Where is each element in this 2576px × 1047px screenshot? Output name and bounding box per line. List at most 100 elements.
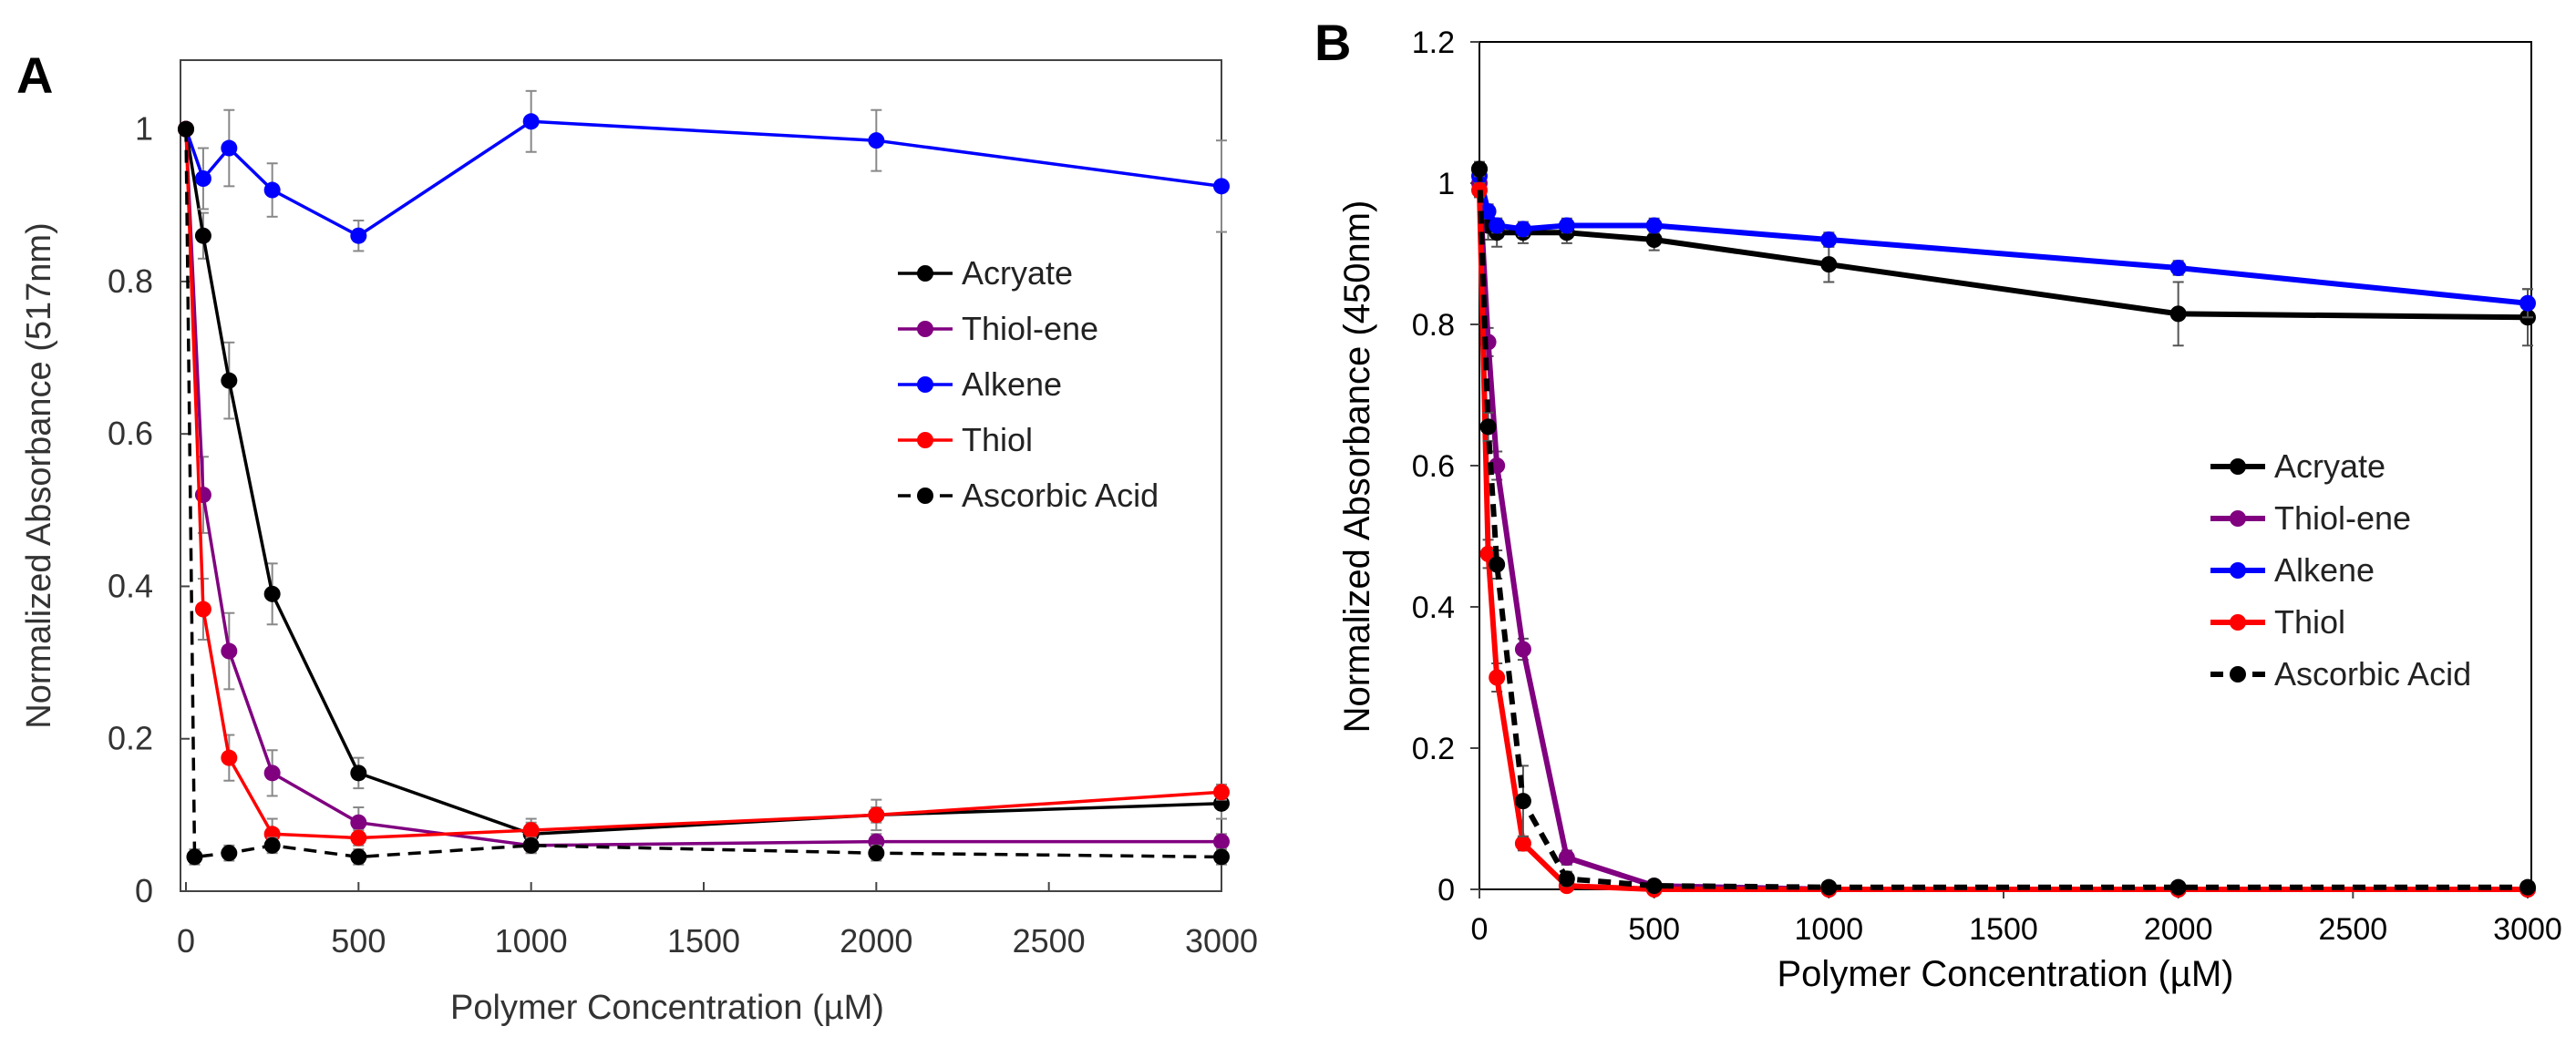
panel-a-series-thiol-point (1213, 784, 1230, 801)
panel-a-series-thiol-ene-point (350, 814, 367, 831)
panel-a-series-acryate-point (263, 585, 281, 602)
panel-b-series-alkene-point (1558, 217, 1575, 234)
panel-a-series-ascorbic-acid-point (868, 845, 885, 862)
panel-b-x-axis-title: Polymer Concentration (µM) (1777, 954, 2234, 994)
panel-a-legend-item-acryate: Acryate (898, 254, 1073, 292)
panel-a-series-alkene (178, 89, 1230, 252)
panel-b-series-alkene-point (2169, 260, 2187, 276)
panel-b-legend-swatch-marker (2230, 562, 2246, 579)
panel-b-series-acryate-line (1477, 169, 2529, 321)
panel-a-series-alkene-point (522, 113, 540, 130)
panel-b-x-tick-label: 2000 (2144, 912, 2213, 947)
panel-a-series-alkene-point (868, 132, 885, 149)
panel-b-legend-item-acryate: Acryate (2210, 447, 2385, 485)
panel-b-series-alkene-point (1489, 217, 1506, 234)
panel-b-legend-item-thiol: Thiol (2210, 603, 2345, 641)
panel-b-series-acryate-point (1645, 231, 1663, 248)
panel-b-series-ascorbic-acid (1471, 160, 2536, 896)
panel-a-series-ascorbic-acid (178, 120, 1230, 866)
panel-a-x-tick-label: 0 (177, 922, 195, 960)
panel-a-y-tick-label: 0.8 (108, 262, 153, 300)
panel-a-legend-label: Thiol (962, 421, 1033, 458)
panel-a-series (178, 89, 1230, 866)
panel-b-series-thiol-ene-point (1514, 641, 1531, 658)
panel-b-y-tick-label: 0.4 (1412, 590, 1455, 625)
panel-b-legend-item-thiol-ene: Thiol-ene (2210, 499, 2411, 537)
panel-a-y-tick-label: 0.4 (108, 567, 153, 604)
panel-a-legend-label: Ascorbic Acid (962, 477, 1159, 514)
panel-b-y-ticks: 0 0.2 0.4 0.6 0.8 1 1.2 (1412, 26, 1479, 908)
panel-a-series-ascorbic-acid-point (178, 120, 194, 138)
panel-b-series-ascorbic-acid-point (1471, 160, 1488, 178)
panel-a-label: A (16, 46, 53, 104)
panel-b-x-tick-label: 0 (1471, 912, 1489, 947)
panel-b-legend-label: Alkene (2274, 551, 2375, 589)
panel-a-series-ascorbic-acid-point (350, 848, 367, 866)
panel-a-series-thiol-point (868, 806, 885, 824)
panel-b-series-ascorbic-acid-point (1479, 418, 1497, 436)
panel-b-x-tick-label: 1000 (1795, 912, 1864, 947)
panel-b-x-tick-label: 3000 (2493, 912, 2562, 947)
panel-b-series-ascorbic-acid-point (1514, 793, 1531, 810)
panel-a-y-tick-label: 1 (135, 110, 153, 148)
panel-b-series-ascorbic-acid-point (1558, 870, 1575, 888)
panel-a-plot-frame (180, 59, 1222, 892)
panel-a-x-tick-label: 3000 (1185, 922, 1258, 960)
panel-a-series-ascorbic-acid-point (221, 845, 238, 862)
panel-b-legend-item-ascorbic-acid: Ascorbic Acid (2210, 655, 2471, 693)
panel-b-y-tick-label: 0.2 (1412, 732, 1455, 766)
panel-b-series-acryate-point (2169, 305, 2187, 323)
panel-a-legend-swatch-marker (917, 321, 933, 337)
panel-a-series-acryate-point (194, 227, 211, 244)
panel-b-legend-label: Thiol (2274, 603, 2345, 641)
panel-b-series-alkene-point (2519, 294, 2536, 312)
panel-b-series-ascorbic-acid-point (2519, 878, 2536, 896)
panel-b: B 0 0.2 0.4 0.6 0.8 1 1.2 0 500 1000 1500 2000 2500… (1314, 14, 2562, 994)
panel-a-series-thiol-point (194, 600, 211, 618)
panel-a-y-axis-title: Normalized Absorbance (517nm) (20, 222, 58, 729)
panel-a-y-tick-label: 0.2 (108, 720, 153, 757)
panel-a-legend-label: Acryate (962, 254, 1073, 292)
panel-b-legend-swatch-marker (2230, 510, 2246, 527)
panel-b-y-tick-label: 0.6 (1412, 449, 1455, 484)
panel-b-series-ascorbic-acid-point (1645, 878, 1663, 895)
panel-b-legend-swatch-marker (2230, 458, 2246, 475)
panel-b-y-tick-label: 0 (1437, 873, 1455, 908)
panel-b-legend-label: Acryate (2274, 447, 2385, 485)
panel-a-x-tick-label: 1000 (495, 922, 568, 960)
panel-b-series (1471, 160, 2536, 898)
panel-a-series-acryate-point (221, 372, 238, 389)
panel-a-series-thiol-point (522, 822, 540, 839)
panel-a-series-alkene-point (350, 227, 367, 244)
panel-a-x-tick-label: 2500 (1013, 922, 1086, 960)
panel-a-x-tick-label: 2000 (840, 922, 912, 960)
panel-a-legend-item-thiol-ene: Thiol-ene (898, 310, 1098, 347)
panel-b-series-thiol-line (1477, 190, 2528, 892)
panel-a-series-thiol-ene-point (263, 765, 281, 782)
panel-a-series-thiol-ene-point (1213, 833, 1230, 850)
panel-a-series-alkene-point (263, 181, 281, 199)
panel-a: A 0 0.2 0.4 0.6 0.8 1 0 500 1000 1500 2000 2500 300… (16, 46, 1258, 1027)
panel-b-series-alkene-point (1514, 221, 1531, 238)
panel-b-legend-label: Thiol-ene (2274, 499, 2411, 537)
panel-b-x-tick-label: 500 (1628, 912, 1680, 947)
panel-a-series-ascorbic-acid-point (1213, 848, 1230, 866)
panel-b-label: B (1314, 14, 1351, 71)
panel-b-x-ticks: 0 500 1000 1500 2000 2500 3000 (1471, 889, 2562, 947)
panel-a-legend-label: Thiol-ene (962, 310, 1098, 347)
panel-a-legend-swatch-marker (917, 376, 933, 393)
panel-a-x-ticks: 0 500 1000 1500 2000 2500 3000 (177, 882, 1258, 960)
panel-b-series-thiol-point (1514, 835, 1531, 852)
panel-a-series-thiol-line (184, 128, 1222, 840)
panel-b-series-ascorbic-acid-point (1489, 556, 1506, 573)
panel-b-y-tick-label: 1 (1437, 167, 1455, 201)
panel-a-series-alkene-point (221, 139, 238, 157)
panel-b-y-tick-label: 1.2 (1412, 26, 1455, 60)
panel-b-series-acryate-point (1820, 256, 1838, 273)
panel-b-legend-item-alkene: Alkene (2210, 551, 2375, 589)
panel-a-legend-item-thiol: Thiol (898, 421, 1033, 458)
panel-a-series-ascorbic-acid-point (186, 848, 203, 866)
panel-a-legend-swatch-marker (917, 432, 933, 448)
panel-a-series-thiol-ene-line (184, 128, 1221, 847)
